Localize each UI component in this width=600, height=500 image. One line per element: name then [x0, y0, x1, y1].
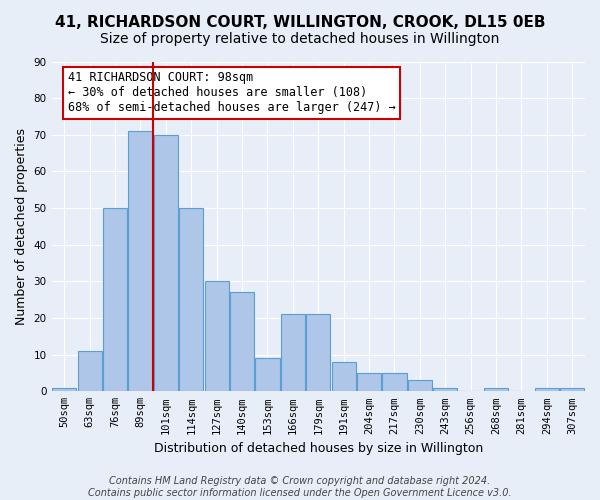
Text: 41 RICHARDSON COURT: 98sqm
← 30% of detached houses are smaller (108)
68% of sem: 41 RICHARDSON COURT: 98sqm ← 30% of deta…	[68, 72, 395, 114]
Bar	[128, 131, 152, 392]
Bar	[382, 373, 407, 392]
Bar	[205, 282, 229, 392]
Y-axis label: Number of detached properties: Number of detached properties	[15, 128, 28, 325]
X-axis label: Distribution of detached houses by size in Willington: Distribution of detached houses by size …	[154, 442, 483, 455]
Bar	[77, 351, 102, 392]
Bar	[256, 358, 280, 392]
Text: 41, RICHARDSON COURT, WILLINGTON, CROOK, DL15 0EB: 41, RICHARDSON COURT, WILLINGTON, CROOK,…	[55, 15, 545, 30]
Bar	[332, 362, 356, 392]
Bar	[306, 314, 331, 392]
Bar	[484, 388, 508, 392]
Bar	[179, 208, 203, 392]
Bar	[433, 388, 457, 392]
Bar	[560, 388, 584, 392]
Bar	[103, 208, 127, 392]
Text: Size of property relative to detached houses in Willington: Size of property relative to detached ho…	[100, 32, 500, 46]
Bar	[52, 388, 76, 392]
Bar	[230, 292, 254, 392]
Bar	[154, 135, 178, 392]
Text: Contains HM Land Registry data © Crown copyright and database right 2024.
Contai: Contains HM Land Registry data © Crown c…	[88, 476, 512, 498]
Bar	[408, 380, 432, 392]
Bar	[357, 373, 381, 392]
Bar	[535, 388, 559, 392]
Bar	[281, 314, 305, 392]
